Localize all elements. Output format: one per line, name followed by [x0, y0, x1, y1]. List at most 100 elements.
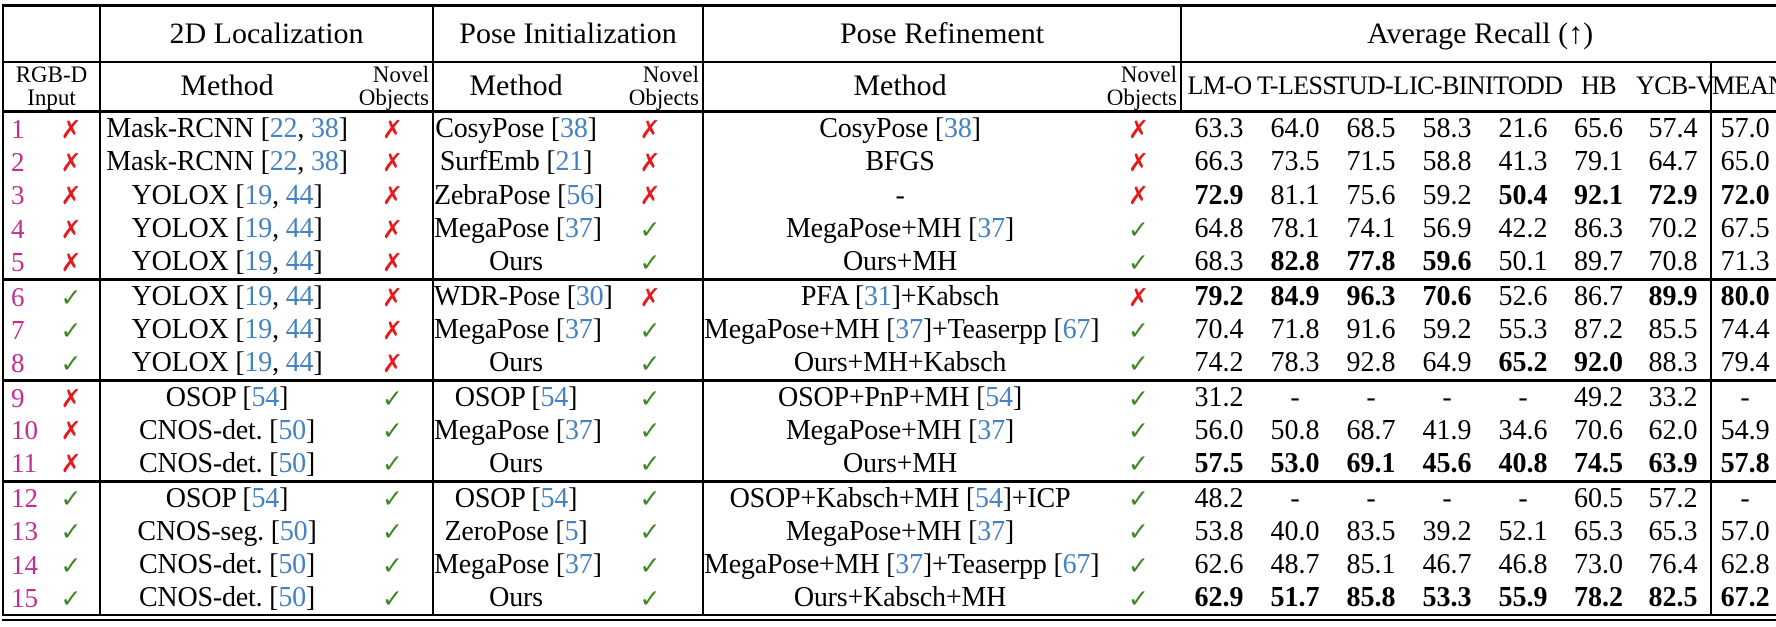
citation-link[interactable]: 31 — [863, 281, 892, 313]
score-value: 70.6 — [1574, 414, 1624, 446]
score-value: 46.8 — [1498, 549, 1548, 581]
citation-link[interactable]: 37 — [977, 414, 1005, 446]
score-value: 78.2 — [1574, 582, 1624, 614]
citation-link[interactable]: 19 — [244, 246, 273, 278]
table-row: 13 ✓ CNOS-seg. [50] ✓ ZeroPose [5] ✓ MegaPose+… — [3, 514, 1776, 549]
ref-novel-check-icon: ✓ — [1128, 449, 1149, 479]
citation-link[interactable]: 54 — [975, 482, 1003, 514]
score-value: 79.2 — [1181, 278, 1258, 314]
citation-link[interactable]: 22 — [269, 146, 298, 178]
citation-link[interactable]: 54 — [540, 482, 569, 514]
score-value: 96.3 — [1333, 278, 1410, 314]
citation-link[interactable]: 38 — [310, 146, 339, 178]
citation-link[interactable]: 37 — [977, 515, 1005, 547]
citation-link[interactable]: 37 — [564, 314, 593, 346]
init-method: Ours — [432, 447, 598, 482]
method-text: Mask-RCNN [ — [106, 113, 270, 145]
citation-link[interactable]: 50 — [278, 447, 306, 479]
citation-link[interactable]: 37 — [977, 213, 1005, 245]
method-text: Ours — [489, 582, 543, 614]
score-value: 51.7 — [1270, 582, 1320, 614]
citation-link[interactable]: 19 — [244, 179, 273, 211]
citation-link[interactable]: 19 — [244, 213, 273, 245]
score-value: 70.4 — [1194, 314, 1244, 346]
citation-link[interactable]: 54 — [985, 382, 1013, 414]
citation-link[interactable]: 44 — [285, 314, 314, 346]
method-text: ] — [592, 213, 602, 245]
method-text: MegaPose+MH [ — [785, 213, 978, 245]
citation-link[interactable]: 38 — [560, 113, 588, 145]
ref-method: Ours+MH+Kabsch — [702, 346, 1096, 381]
citation-link[interactable]: 38 — [310, 113, 339, 145]
citation-link[interactable]: 50 — [279, 515, 308, 547]
mean-value: - — [1710, 379, 1776, 415]
citation-link[interactable]: 5 — [564, 515, 579, 547]
init-method: OSOP [54] — [432, 479, 598, 515]
citation-link[interactable]: 54 — [540, 382, 569, 414]
init-novel-check-icon: ✓ — [639, 583, 661, 613]
score-value: 71.8 — [1270, 314, 1320, 346]
method-text: - — [895, 179, 905, 211]
ref-novel-check-icon: ✓ — [1128, 583, 1149, 613]
table-row: 3 ✗ YOLOX [19, 44] ✗ ZebraPose [56] ✗ - ✗ 72.9 81… — [3, 179, 1776, 213]
citation-link[interactable]: 21 — [555, 146, 584, 178]
citation-link[interactable]: 54 — [251, 382, 280, 414]
citation-link[interactable]: 44 — [285, 246, 314, 278]
table-row: 15 ✓ CNOS-det. [50] ✓ Ours ✓ Ours+Kabsch+MH ✓ 62… — [3, 582, 1776, 618]
citation-link[interactable]: 37 — [564, 549, 593, 581]
method-text: Mask-RCNN [ — [106, 146, 270, 178]
citation-link[interactable]: 37 — [895, 549, 923, 581]
score-value: 49.2 — [1561, 379, 1637, 415]
score-value: 58.3 — [1422, 113, 1472, 145]
citation-link[interactable]: 50 — [278, 582, 306, 614]
score-value: 86.7 — [1561, 278, 1637, 314]
citation-link[interactable]: 38 — [944, 113, 972, 145]
citation-link[interactable]: 19 — [244, 314, 273, 346]
citation-link[interactable]: 67 — [1062, 314, 1091, 346]
method-text: YOLOX [ — [131, 179, 245, 211]
citation-link[interactable]: 44 — [285, 347, 314, 379]
loc-novel-cross-icon: ✗ — [382, 114, 403, 144]
citation-link[interactable]: 44 — [285, 213, 314, 245]
table-row: 9 ✗ OSOP [54] ✓ OSOP [54] ✓ OSOP+PnP+MH [54] ✓ 3… — [3, 379, 1776, 415]
method-text: YOLOX [ — [131, 314, 245, 346]
method-text: ] — [583, 146, 593, 178]
method-text: ] — [592, 414, 602, 446]
citation-link[interactable]: 50 — [278, 414, 306, 446]
citation-link[interactable]: 19 — [244, 347, 273, 379]
citation-link[interactable]: 50 — [278, 549, 306, 581]
citation-link[interactable]: 37 — [895, 314, 923, 346]
citation-link[interactable]: 37 — [564, 213, 593, 245]
citation-link[interactable]: 56 — [566, 179, 594, 211]
method-text: ] — [313, 314, 323, 346]
ref-method: MegaPose+MH [37] — [702, 212, 1096, 247]
init-method: Ours — [432, 246, 598, 280]
score-value: 86.3 — [1574, 213, 1624, 245]
table-row: 5 ✗ YOLOX [19, 44] ✗ Ours ✓ Ours+MH ✓ 68.3 82.8 77… — [3, 246, 1776, 280]
ref-method: Ours+MH — [702, 447, 1096, 482]
init-novel-check-icon: ✓ — [639, 348, 661, 378]
init-novel-cross-icon: ✗ — [639, 147, 661, 177]
method-text: , — [272, 213, 286, 245]
score-value: - — [1409, 379, 1486, 415]
citation-link[interactable]: 30 — [575, 281, 604, 313]
score-value: 55.3 — [1498, 314, 1548, 346]
col-header-lm-o: LM-O — [1180, 61, 1258, 114]
citation-link[interactable]: 22 — [269, 113, 298, 145]
citation-link[interactable]: 19 — [244, 281, 273, 313]
citation-link[interactable]: 67 — [1062, 549, 1091, 581]
method-text: ] — [1012, 382, 1022, 414]
citation-link[interactable]: 44 — [285, 281, 314, 313]
group-header-pose-refinement: Pose Refinement — [701, 5, 1182, 63]
ref-method: Ours+MH — [702, 246, 1096, 280]
loc-novel-cross-icon: ✗ — [382, 147, 403, 177]
citation-link[interactable]: 54 — [251, 482, 280, 514]
method-text: MegaPose+MH [ — [704, 549, 896, 581]
method-text: OSOP [ — [165, 382, 252, 414]
method-text: ] — [578, 515, 588, 547]
citation-link[interactable]: 37 — [564, 414, 593, 446]
mean-value: 65.0 — [1710, 145, 1776, 179]
method-text: ]+Teaserpp [ — [922, 314, 1063, 346]
citation-link[interactable]: 44 — [285, 179, 314, 211]
row-number: 7 — [11, 314, 25, 345]
